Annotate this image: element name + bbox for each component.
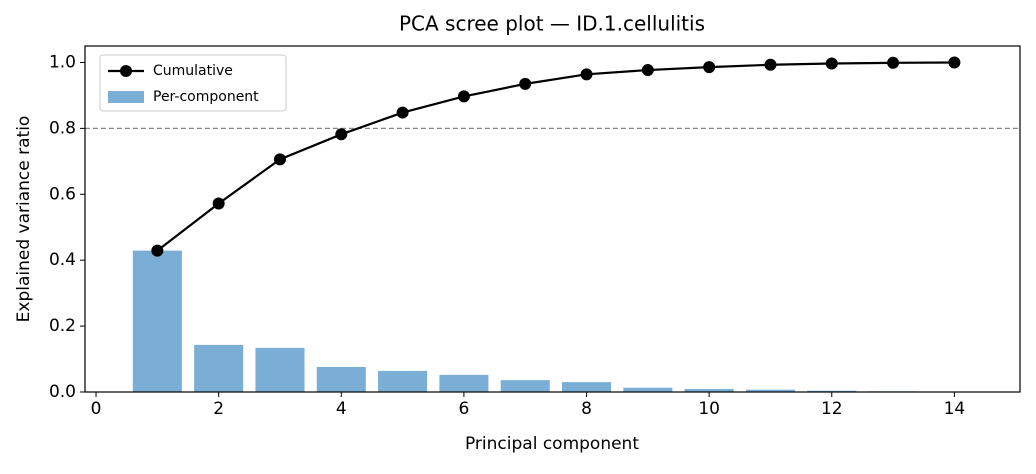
x-tick-label: 6	[458, 399, 469, 419]
x-tick-label: 10	[698, 399, 720, 419]
marker	[213, 198, 225, 210]
marker	[642, 64, 654, 76]
x-tick-label: 4	[336, 399, 347, 419]
bar	[501, 380, 550, 392]
bar	[133, 251, 182, 392]
bar	[194, 345, 243, 392]
marker	[703, 61, 715, 73]
bar	[255, 348, 304, 392]
bar	[378, 371, 427, 392]
marker	[151, 245, 163, 257]
chart-title: PCA scree plot — ID.1.cellulitis	[399, 12, 705, 36]
y-tick-label: 0.4	[49, 250, 76, 270]
bar	[317, 367, 366, 392]
y-axis-label: Explained variance ratio	[14, 116, 34, 323]
x-tick-label: 0	[91, 399, 102, 419]
marker	[887, 57, 899, 69]
marker	[274, 153, 286, 165]
legend-label: Cumulative	[153, 63, 233, 79]
bar	[439, 375, 488, 392]
y-tick-label: 0.6	[49, 184, 76, 204]
marker	[948, 56, 960, 68]
legend-label: Per-component	[153, 89, 259, 105]
marker	[335, 128, 347, 140]
marker	[826, 57, 838, 69]
y-tick-label: 1.0	[49, 52, 76, 72]
y-tick-label: 0.8	[49, 118, 76, 138]
y-tick-label: 0.0	[49, 382, 76, 402]
marker	[764, 59, 776, 71]
marker	[519, 78, 531, 90]
x-tick-label: 12	[821, 399, 843, 419]
bar	[562, 382, 611, 392]
marker	[397, 107, 409, 119]
bar	[623, 388, 672, 392]
x-tick-label: 14	[944, 399, 966, 419]
legend-marker	[120, 65, 132, 77]
legend-swatch	[108, 91, 144, 103]
y-tick-label: 0.2	[49, 316, 76, 336]
marker	[581, 68, 593, 80]
x-tick-label: 2	[213, 399, 224, 419]
marker	[458, 90, 470, 102]
x-axis-label: Principal component	[465, 434, 639, 454]
x-tick-label: 8	[581, 399, 592, 419]
